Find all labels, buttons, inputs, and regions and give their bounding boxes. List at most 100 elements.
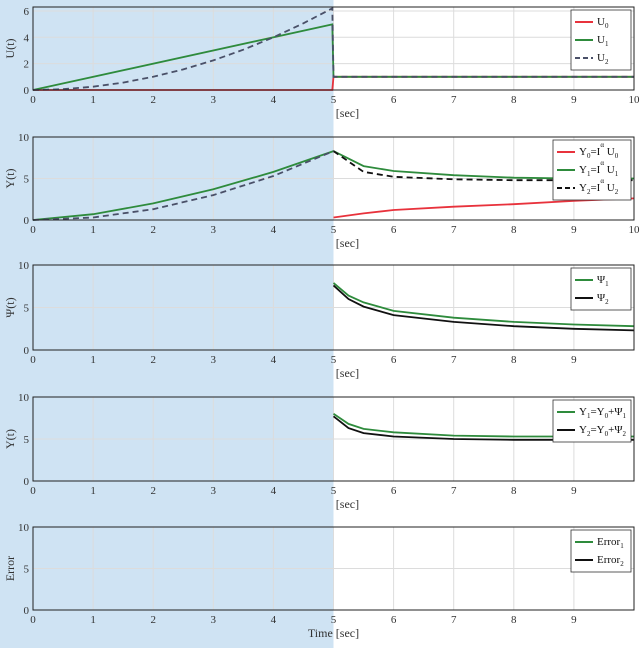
x-tick-label: 1	[90, 94, 96, 106]
x-tick-label: 7	[451, 485, 457, 497]
x-tick-label: 1	[90, 354, 96, 366]
axes-frame	[32, 526, 635, 611]
legend-entry: U0	[597, 16, 609, 30]
x-tick-label: 4	[271, 485, 277, 497]
x-tick-label: 4	[271, 614, 277, 626]
x-tick-label: 1	[90, 614, 96, 626]
x-tick-label: 0	[30, 485, 36, 497]
y-tick-label: 0	[24, 605, 30, 617]
y-tick-label: 6	[24, 6, 30, 18]
x-tick-label: 1	[90, 224, 96, 236]
legend-entry: Ψ1	[597, 274, 609, 288]
x-tick-label: 7	[451, 614, 457, 626]
x-tick-label: 9	[571, 94, 577, 106]
y-tick-label: 5	[24, 564, 30, 576]
axes-frame	[32, 136, 635, 221]
legend-box	[552, 399, 632, 443]
x-tick-label: 2	[150, 224, 156, 236]
x-tick-label: 5	[331, 94, 337, 106]
y-tick-label: 10	[18, 522, 30, 534]
y-tick-label: 10	[18, 260, 30, 272]
x-tick-label: 9	[571, 224, 577, 236]
y-tick-label: 4	[24, 32, 30, 44]
x-tick-label: 5	[331, 485, 337, 497]
axes-frame	[32, 396, 635, 482]
y-tick-label: 5	[24, 303, 30, 315]
x-tick-label: 9	[571, 354, 577, 366]
legend-entry: U2	[597, 52, 609, 66]
y-tick-label: 5	[24, 434, 30, 446]
x-tick-label: 9	[571, 614, 577, 626]
x-tick-label: 5	[331, 224, 337, 236]
legend-entry: Error1	[597, 536, 624, 550]
y-axis-label: U(t)	[3, 39, 17, 59]
x-tick-label: 3	[211, 485, 217, 497]
x-tick-label: 2	[150, 614, 156, 626]
shaded-region	[0, 497, 334, 648]
legend-box	[570, 529, 632, 573]
x-tick-label: 2	[150, 94, 156, 106]
x-tick-label: 2	[150, 485, 156, 497]
x-tick-label: 6	[391, 224, 397, 236]
x-tick-label: 6	[391, 94, 397, 106]
shaded-region	[0, 107, 334, 258]
x-tick-label: 0	[30, 94, 36, 106]
legend-entry: Y2=Y0+Ψ2	[579, 424, 626, 438]
legend-entry: U1	[597, 34, 609, 48]
x-tick-label: 7	[451, 224, 457, 236]
x-tick-label: 8	[511, 94, 517, 106]
x-tick-label: 4	[271, 224, 277, 236]
x-tick-label: 10	[629, 224, 640, 236]
series-line-Y0	[333, 197, 635, 219]
axes-frame	[32, 264, 635, 351]
y-tick-label: 10	[18, 392, 30, 404]
x-tick-label: 0	[30, 614, 36, 626]
x-tick-label: 5	[331, 354, 337, 366]
y-axis-label: Ψ(t)	[3, 297, 17, 317]
x-tick-label: 3	[211, 614, 217, 626]
series-line-Ψ1	[332, 282, 635, 328]
legend-entry: Y0=Iα U0	[579, 141, 619, 160]
x-tick-label: 8	[511, 354, 517, 366]
series-line-Ψ2	[332, 284, 635, 332]
legend-entry: Ψ2	[597, 292, 609, 306]
x-tick-label: 7	[451, 94, 457, 106]
x-tick-label: 8	[511, 224, 517, 236]
y-tick-label: 10	[18, 132, 30, 144]
x-tick-label: 2	[150, 354, 156, 366]
series-line-aux-3	[32, 150, 334, 221]
y-tick-label: 0	[24, 476, 30, 488]
x-tick-label: 0	[30, 354, 36, 366]
x-tick-label: 6	[391, 614, 397, 626]
x-tick-label: 0	[30, 224, 36, 236]
y-axis-label: Y(t)	[3, 429, 17, 449]
x-tick-label: 5	[331, 614, 337, 626]
y-tick-label: 0	[24, 215, 30, 227]
axes-frame	[32, 6, 635, 91]
x-tick-label: 3	[211, 224, 217, 236]
x-tick-label: 3	[211, 94, 217, 106]
y-tick-label: 0	[24, 345, 30, 357]
legend-entry: Error2	[597, 554, 624, 568]
series-line-Y1	[32, 150, 634, 221]
shaded-region	[0, 367, 334, 519]
x-tick-label: 8	[511, 485, 517, 497]
x-tick-label: 8	[511, 614, 517, 626]
y-tick-label: 2	[24, 59, 30, 71]
legend-entry: Y1=Iα U1	[579, 159, 619, 178]
y-tick-label: 0	[24, 85, 30, 97]
y-tick-label: 5	[24, 174, 30, 186]
x-tick-label: 4	[271, 94, 277, 106]
legend-box	[570, 267, 632, 311]
x-tick-label: 3	[211, 354, 217, 366]
legend-entry: Y1=Y0+Ψ1	[579, 406, 626, 420]
x-axis-label: Time [sec]	[308, 626, 359, 640]
series-line-U2	[32, 6, 634, 91]
x-tick-label: 6	[391, 354, 397, 366]
y-axis-label: Y(t)	[3, 169, 17, 189]
x-tick-label: 4	[271, 354, 277, 366]
x-tick-label: 7	[451, 354, 457, 366]
